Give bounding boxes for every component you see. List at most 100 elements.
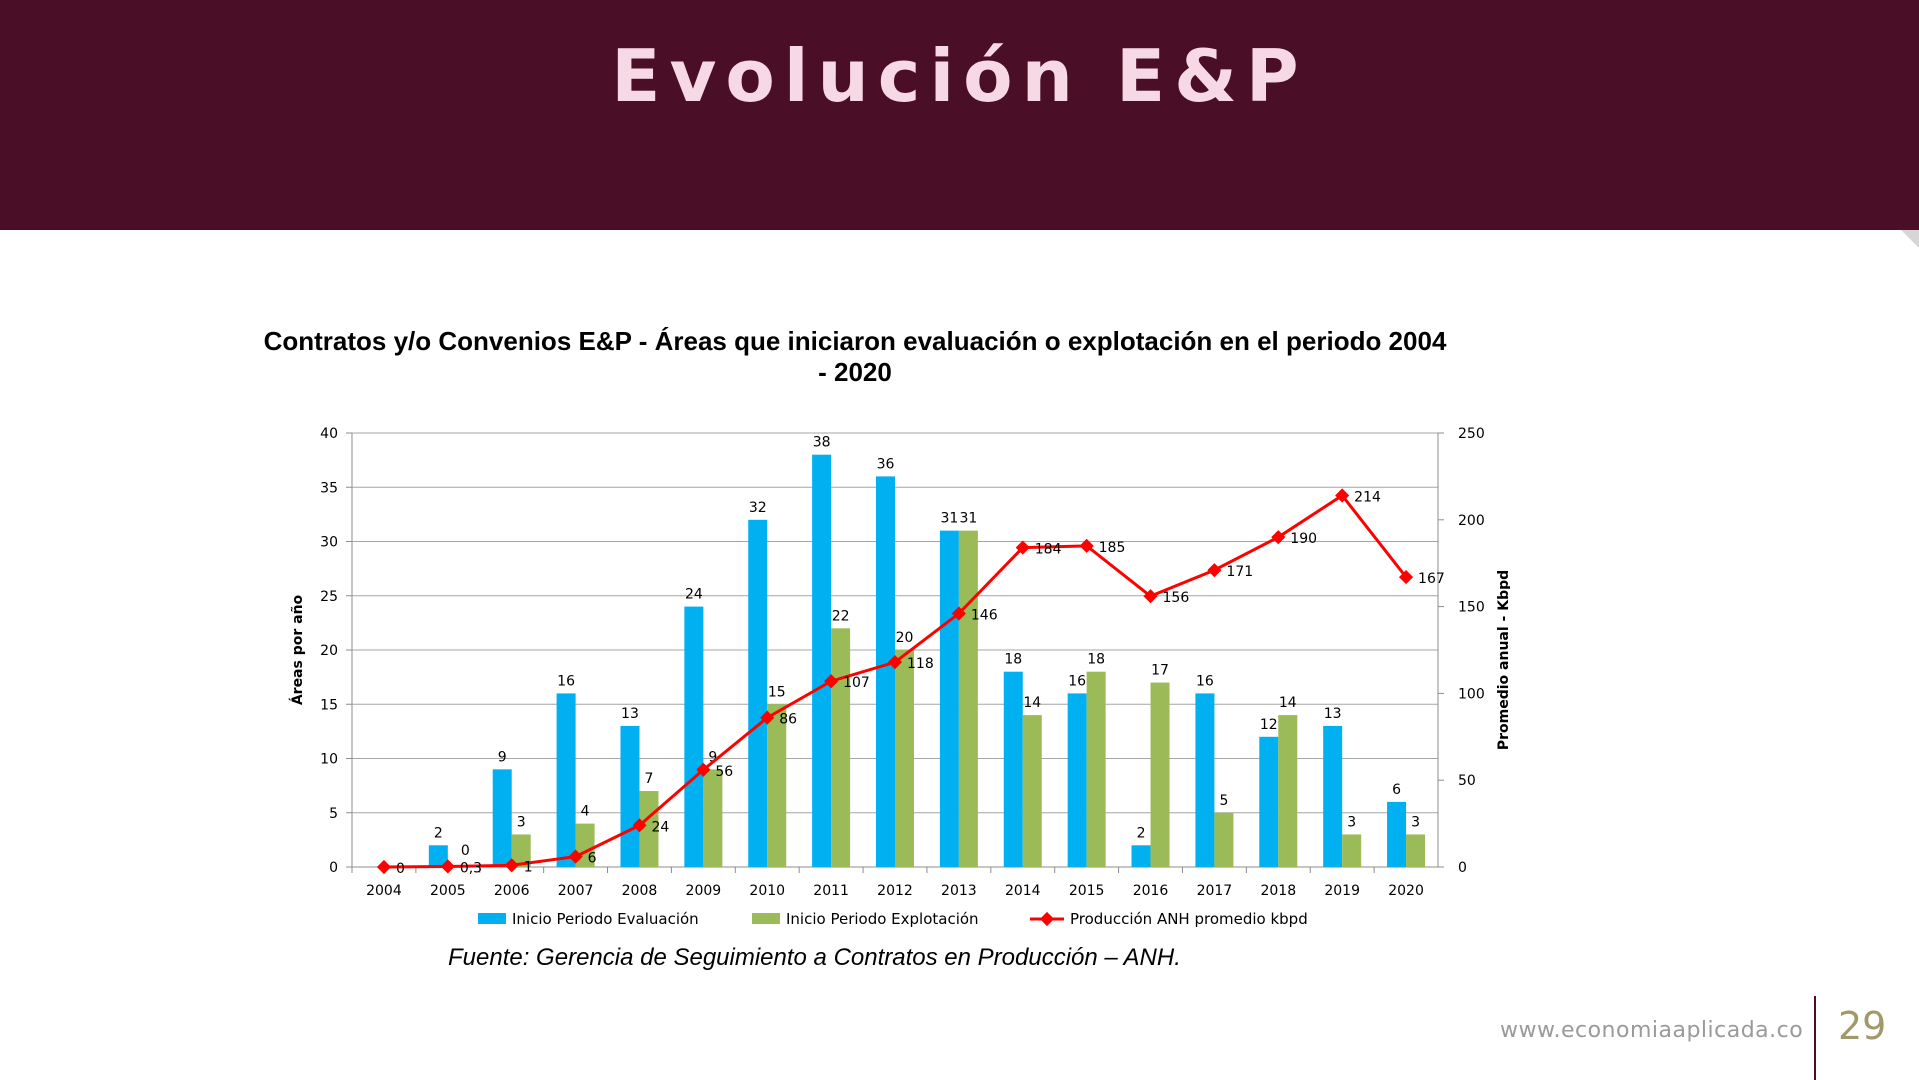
bar-label-evaluacion: 13 [621,706,639,722]
corner-decoration [1901,230,1919,248]
bar-label-evaluacion: 32 [749,500,767,516]
bar-label-explotacion: 17 [1151,663,1169,679]
x-tick-label: 2015 [1069,883,1105,899]
bar-explotacion [703,769,723,867]
line-marker [440,859,455,874]
line-label: 6 [588,851,597,867]
line-label: 0 [396,861,405,877]
bar-label-evaluacion: 16 [1068,673,1086,689]
y-tick-label: 20 [320,643,338,659]
bar-label-evaluacion: 16 [1196,673,1214,689]
bar-evaluacion [1131,845,1151,867]
line-marker [1143,589,1158,604]
chart-title: Contratos y/o Convenios E&P - Áreas que … [263,326,1447,387]
y-axis-title: Áreas por año [289,594,306,705]
bar-evaluacion [812,454,832,867]
x-tick-label: 2018 [1260,883,1296,899]
x-tick-label: 2013 [941,883,977,899]
bar-label-explotacion: 4 [581,804,590,820]
x-tick-label: 2017 [1197,883,1233,899]
bar-label-explotacion: 0 [461,843,470,859]
y-tick-label: 0 [329,860,338,876]
bar-label-explotacion: 14 [1279,695,1297,711]
page-number: 29 [1838,1004,1887,1048]
bar-evaluacion [876,476,895,867]
bar-evaluacion [620,725,640,867]
y2-axis-title: Promedio anual - Kbpd [1496,570,1510,750]
legend-produccion-label: Producción ANH promedio kbpd [1070,910,1308,928]
y-tick-label: 30 [320,535,338,551]
line-label: 214 [1354,489,1381,505]
bar-label-explotacion: 31 [959,511,977,527]
bar-explotacion [958,530,978,867]
x-tick-label: 2004 [366,883,402,899]
line-label: 184 [1035,542,1062,558]
bar-label-explotacion: 5 [1219,793,1228,809]
bar-label-evaluacion: 16 [557,673,575,689]
bar-label-explotacion: 7 [645,771,654,787]
y-tick-label: 10 [320,752,338,768]
page-title: Evolución E&P [611,34,1308,118]
y2-tick-label: 250 [1458,426,1485,442]
bar-evaluacion [1387,801,1407,867]
line-marker [1335,488,1350,503]
bar-evaluacion [556,693,576,867]
line-label: 171 [1226,564,1253,580]
x-tick-label: 2014 [1005,883,1041,899]
bar-label-explotacion: 14 [1023,695,1041,711]
x-tick-label: 2009 [686,883,722,899]
line-label: 156 [1163,590,1190,606]
bar-label-explotacion: 3 [1347,814,1356,830]
bar-explotacion [1150,682,1170,867]
line-marker [951,606,966,621]
x-tick-label: 2019 [1324,883,1360,899]
line-marker [1207,563,1222,578]
bar-explotacion [1022,715,1042,867]
bar-explotacion [895,650,914,867]
y2-tick-label: 0 [1458,860,1467,876]
line-marker [824,674,839,689]
line-marker [1398,570,1414,585]
bar-explotacion [511,834,531,867]
bar-evaluacion [939,530,959,867]
x-tick-label: 2005 [430,883,466,899]
bar-label-explotacion: 18 [1087,652,1105,668]
bar-label-evaluacion: 31 [940,511,958,527]
bar-evaluacion [1323,725,1343,867]
y-tick-label: 35 [320,480,338,496]
line-label: 167 [1418,571,1445,587]
y2-tick-label: 100 [1458,686,1485,702]
line-label: 56 [715,764,733,780]
bar-explotacion [767,704,787,867]
line-marker [760,710,775,725]
line-label: 1 [524,859,533,875]
y-tick-label: 15 [320,697,338,713]
footer-url: www.economiaaplicada.co [1500,1018,1804,1043]
x-tick-label: 2010 [749,883,785,899]
y2-tick-label: 150 [1458,600,1485,616]
bar-label-explotacion: 3 [1411,814,1420,830]
x-tick-label: 2020 [1388,883,1424,899]
bar-explotacion [1086,671,1106,867]
bar-label-evaluacion: 38 [813,435,831,451]
line-marker [632,818,647,833]
bar-evaluacion [1195,693,1215,867]
title-banner: Evolución E&P [0,0,1919,230]
line-label: 86 [779,712,797,728]
bar-evaluacion [1067,693,1087,867]
line-label: 190 [1290,531,1317,547]
bar-evaluacion [492,769,512,867]
legend-evaluacion-label: Inicio Periodo Evaluación [512,910,699,928]
y-tick-label: 40 [320,426,338,442]
bar-label-evaluacion: 2 [1137,825,1146,841]
bar-label-explotacion: 22 [832,608,850,624]
footer-divider [1814,996,1816,1080]
line-label: 118 [907,656,934,672]
line-label: 146 [971,608,998,624]
y2-tick-label: 50 [1458,773,1476,789]
bar-label-explotacion: 3 [517,814,526,830]
bar-label-evaluacion: 36 [877,456,895,472]
bar-evaluacion [684,606,704,867]
bar-explotacion [1406,834,1426,867]
